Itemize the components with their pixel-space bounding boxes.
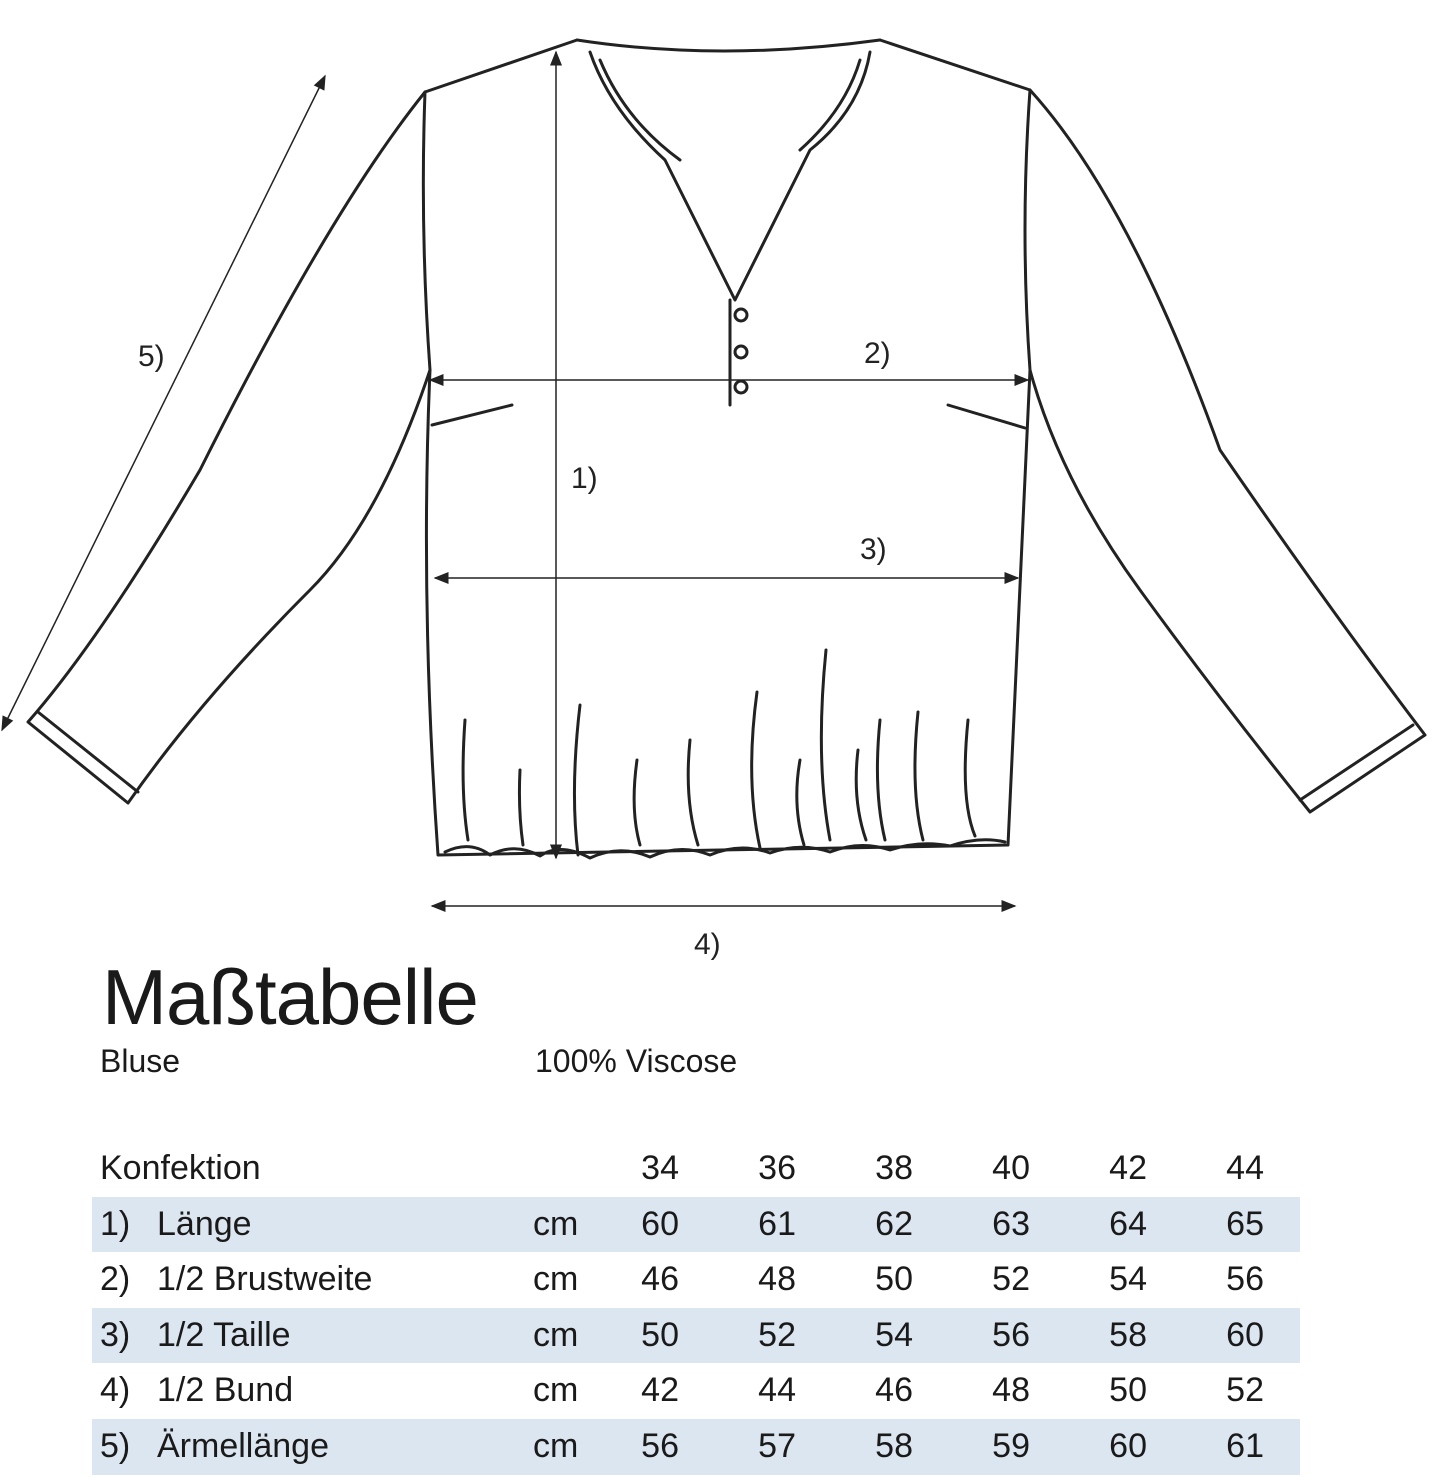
table-cell: 54 — [875, 1315, 913, 1354]
measure-label-5: 5) — [138, 340, 165, 373]
table-row: 3) 1/2 Taille cm 50 52 54 56 58 60 — [92, 1307, 1300, 1364]
table-cell: 65 — [1226, 1204, 1264, 1243]
table-cell: 46 — [641, 1260, 679, 1299]
table-cell: 64 — [1109, 1204, 1147, 1243]
table-cell: 52 — [992, 1260, 1030, 1299]
table-cell: 54 — [1109, 1260, 1147, 1299]
measure-label-2: 2) — [864, 337, 891, 370]
measurement-name: 1/2 Brustweite — [157, 1260, 373, 1299]
material: 100% Viscose — [535, 1043, 738, 1079]
table-cell: 61 — [1226, 1426, 1264, 1465]
table-cell: 59 — [992, 1426, 1030, 1465]
measure-arrow-5 — [1, 74, 326, 732]
table-row: 2) 1/2 Brustweite cm 46 48 50 52 54 56 — [92, 1252, 1300, 1308]
table-cell: 62 — [875, 1204, 913, 1243]
measurement-name: Länge — [157, 1204, 252, 1243]
size-header: 36 — [758, 1149, 796, 1187]
table-cell: 44 — [758, 1371, 796, 1410]
table-row: 4) 1/2 Bund cm 42 44 46 48 50 52 — [92, 1363, 1300, 1419]
size-header: 34 — [641, 1149, 679, 1187]
size-header: 44 — [1226, 1149, 1264, 1187]
table-cell: 58 — [1109, 1315, 1147, 1354]
unit: cm — [533, 1204, 579, 1243]
page-title: Maßtabelle — [102, 953, 479, 1041]
row-number: 2) — [100, 1260, 131, 1299]
measurement-name: Ärmellänge — [157, 1426, 329, 1465]
measure-label-4: 4) — [694, 928, 721, 961]
unit: cm — [533, 1426, 579, 1465]
table-cell: 60 — [1109, 1426, 1147, 1465]
row-number: 5) — [100, 1426, 131, 1465]
row-number: 1) — [100, 1204, 131, 1243]
table-cell: 57 — [758, 1426, 796, 1465]
table-cell: 60 — [641, 1204, 679, 1243]
table-cell: 50 — [641, 1315, 679, 1354]
table-cell: 56 — [992, 1315, 1030, 1354]
measurement-name: 1/2 Taille — [157, 1315, 291, 1354]
table-cell: 63 — [992, 1204, 1030, 1243]
table-cell: 46 — [875, 1371, 913, 1410]
unit: cm — [533, 1315, 579, 1354]
measure-label-3: 3) — [860, 533, 887, 566]
left-sleeve — [26, 90, 432, 805]
measure-label-1: 1) — [571, 462, 598, 495]
table-row: 1) Länge cm 60 61 62 63 64 65 — [92, 1196, 1300, 1253]
table-cell: 61 — [758, 1204, 796, 1243]
measurement-name: 1/2 Bund — [157, 1371, 294, 1410]
table-cell: 50 — [1109, 1371, 1147, 1410]
neckline — [575, 38, 882, 53]
table-cell: 52 — [758, 1315, 796, 1354]
blouse-outline — [421, 38, 1032, 857]
size-header: 38 — [875, 1149, 913, 1187]
blouse-sketch — [1, 38, 1427, 912]
size-header: 40 — [992, 1149, 1030, 1187]
table-cell: 60 — [1226, 1315, 1264, 1354]
unit: cm — [533, 1260, 579, 1299]
row-number: 4) — [100, 1371, 131, 1410]
garment-type: Bluse — [100, 1043, 181, 1079]
table-header-row: Konfektion 34 36 38 40 42 44 — [92, 1141, 1300, 1197]
unit: cm — [533, 1371, 579, 1410]
table-cell: 56 — [1226, 1260, 1264, 1299]
table-cell: 52 — [1226, 1371, 1264, 1410]
size-table: Konfektion 34 36 38 40 42 44 1) Länge cm 60… — [92, 1141, 1300, 1475]
table-cell: 56 — [641, 1426, 679, 1465]
size-header: 42 — [1109, 1149, 1147, 1187]
row-number: 3) — [100, 1315, 131, 1354]
table-cell: 48 — [758, 1260, 796, 1299]
table-cell: 58 — [875, 1426, 913, 1465]
table-cell: 42 — [641, 1371, 679, 1410]
table-cell: 50 — [875, 1260, 913, 1299]
table-row: 5) Ärmellänge cm 56 57 58 59 60 61 — [92, 1418, 1300, 1475]
header-label: Konfektion — [100, 1149, 261, 1187]
right-sleeve — [1028, 88, 1427, 814]
table-cell: 48 — [992, 1371, 1030, 1410]
